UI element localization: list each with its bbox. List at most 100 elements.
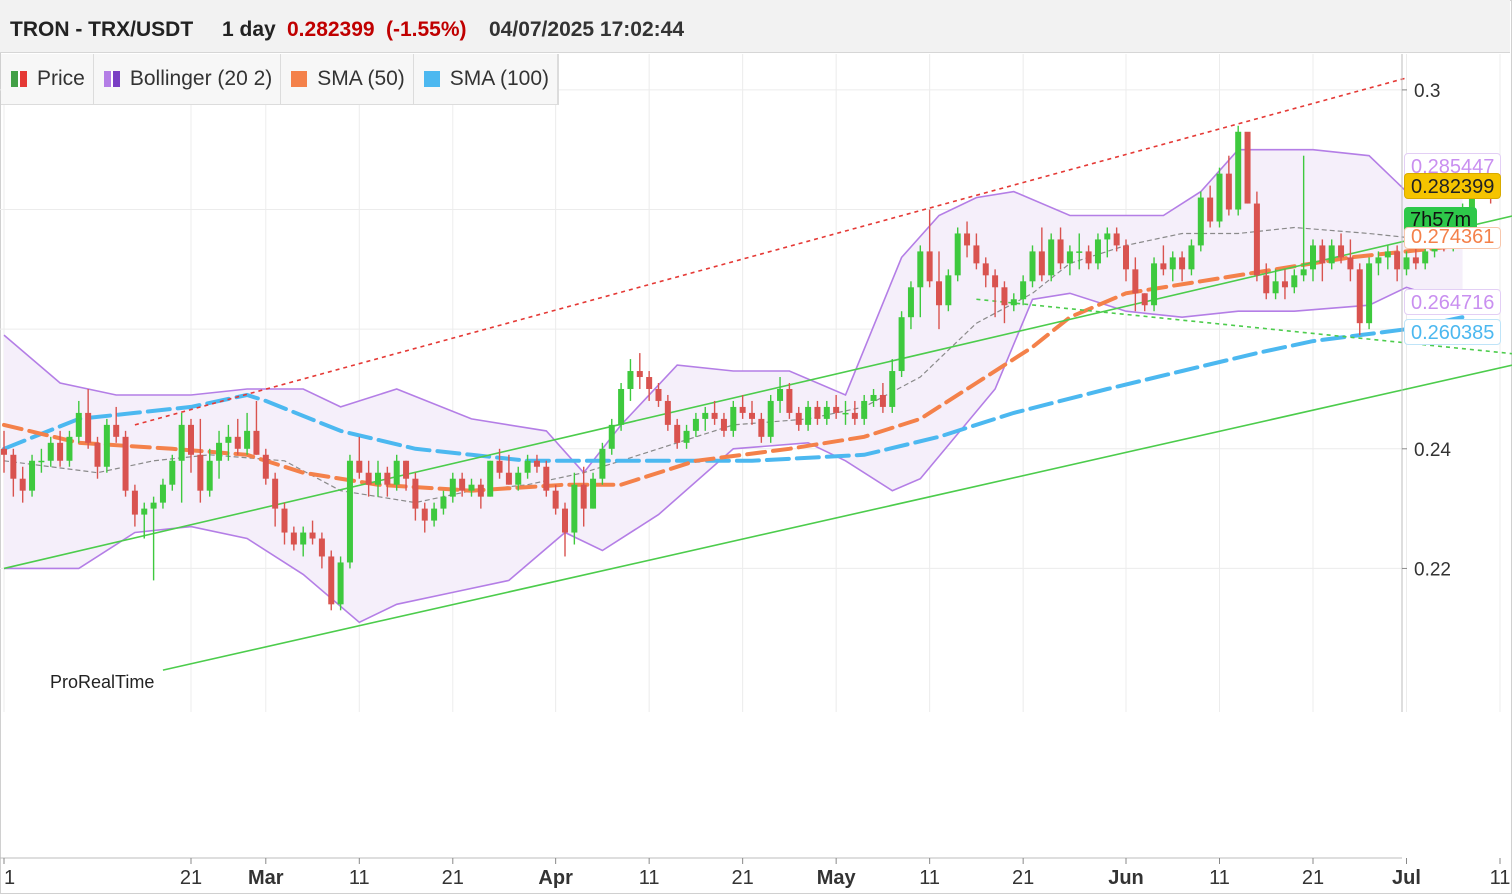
candle-body[interactable] [973, 245, 980, 264]
candle-body[interactable] [1029, 251, 1036, 282]
candle-body[interactable] [375, 472, 381, 485]
candle-body[interactable] [1272, 281, 1279, 294]
candle-body[interactable] [57, 442, 64, 461]
candle-body[interactable] [1300, 269, 1307, 276]
candle-body[interactable] [1319, 245, 1326, 264]
candle-body[interactable] [1151, 263, 1158, 306]
candle-body[interactable] [206, 460, 213, 491]
trendline-4[interactable] [976, 298, 1512, 359]
candle-body[interactable] [777, 388, 784, 401]
candle-body[interactable] [1001, 287, 1008, 306]
candle-body[interactable] [505, 472, 512, 485]
candle-body[interactable] [290, 532, 297, 545]
candle-body[interactable] [393, 460, 400, 485]
candle-body[interactable] [328, 556, 335, 605]
candle-body[interactable] [805, 406, 812, 425]
candle-body[interactable] [767, 400, 774, 437]
candle-body[interactable] [468, 484, 475, 491]
candle-body[interactable] [608, 424, 615, 449]
candle-body[interactable] [141, 508, 148, 515]
candle-body[interactable] [851, 412, 858, 419]
candle-body[interactable] [365, 472, 372, 485]
candle-body[interactable] [795, 412, 802, 425]
candle-body[interactable] [272, 478, 279, 509]
candle-body[interactable] [936, 281, 942, 306]
candle-body[interactable] [169, 460, 176, 485]
candle-body[interactable] [758, 418, 765, 437]
candle-body[interactable] [1104, 233, 1111, 240]
candle-body[interactable] [66, 436, 73, 461]
candle-body[interactable] [954, 233, 961, 276]
candle-body[interactable] [1338, 245, 1345, 258]
candle-body[interactable] [1235, 131, 1242, 210]
candle-body[interactable] [1253, 203, 1260, 276]
candle-body[interactable] [674, 424, 681, 443]
candle-body[interactable] [449, 478, 456, 497]
candle-body[interactable] [1197, 197, 1204, 246]
candle-body[interactable] [823, 406, 830, 419]
candle-body[interactable] [552, 490, 559, 509]
candle-body[interactable] [982, 263, 989, 276]
candle-body[interactable] [1263, 275, 1270, 294]
candle-body[interactable] [412, 478, 419, 509]
candle-body[interactable] [29, 460, 36, 491]
candle-body[interactable] [1244, 131, 1251, 204]
candle-body[interactable] [103, 424, 110, 467]
candle-body[interactable] [1281, 281, 1288, 288]
candle-body[interactable] [1113, 233, 1120, 246]
candle-body[interactable] [945, 275, 952, 306]
candle-body[interactable] [1310, 245, 1316, 270]
candle-body[interactable] [431, 508, 438, 521]
candle-body[interactable] [197, 454, 204, 491]
candle-body[interactable] [131, 490, 138, 515]
candle-body[interactable] [234, 436, 241, 449]
candle-body[interactable] [19, 478, 26, 491]
candle-body[interactable] [459, 478, 466, 491]
candle-body[interactable] [907, 287, 914, 318]
candle-body[interactable] [75, 412, 82, 437]
candle-body[interactable] [590, 478, 597, 509]
candle-body[interactable] [225, 436, 232, 443]
candle-body[interactable] [122, 436, 129, 491]
candle-body[interactable] [861, 400, 868, 419]
candle-body[interactable] [739, 406, 746, 413]
instrument-title[interactable]: TRON - TRX/USDT [10, 18, 194, 41]
candle-body[interactable] [917, 251, 924, 288]
candle-body[interactable] [477, 484, 484, 497]
candle-body[interactable] [730, 406, 737, 431]
candle-body[interactable] [655, 388, 662, 401]
candle-body[interactable] [992, 275, 999, 288]
candle-body[interactable] [711, 412, 718, 419]
candle-body[interactable] [692, 418, 699, 431]
candle-body[interactable] [440, 496, 447, 509]
candle-body[interactable] [1057, 239, 1064, 264]
candle-body[interactable] [337, 562, 344, 605]
candle-body[interactable] [1066, 251, 1073, 264]
candle-body[interactable] [47, 442, 54, 461]
candle-body[interactable] [1291, 275, 1298, 288]
candle-body[interactable] [870, 394, 877, 401]
candle-body[interactable] [1366, 263, 1373, 324]
candle-body[interactable] [636, 371, 643, 378]
candle-body[interactable] [720, 418, 727, 431]
candle-body[interactable] [1422, 251, 1429, 264]
candle-body[interactable] [253, 430, 260, 455]
candle-body[interactable] [562, 508, 568, 533]
candle-body[interactable] [1076, 251, 1083, 253]
legend-item-sma50[interactable]: SMA (50) [281, 54, 414, 104]
candle-body[interactable] [1328, 245, 1335, 264]
candle-body[interactable] [1038, 251, 1045, 276]
candle-body[interactable] [543, 466, 550, 491]
candle-body[interactable] [926, 251, 933, 282]
candle-body[interactable] [571, 484, 578, 533]
candle-body[interactable] [646, 377, 653, 389]
candle-body[interactable] [178, 424, 185, 461]
candle-body[interactable] [1085, 251, 1092, 264]
candle-body[interactable] [664, 400, 671, 425]
candle-body[interactable] [113, 424, 120, 437]
candle-body[interactable] [1179, 257, 1186, 270]
trendline-3[interactable] [162, 353, 1512, 671]
candle-body[interactable] [1141, 293, 1148, 306]
candle-body[interactable] [1, 448, 7, 455]
